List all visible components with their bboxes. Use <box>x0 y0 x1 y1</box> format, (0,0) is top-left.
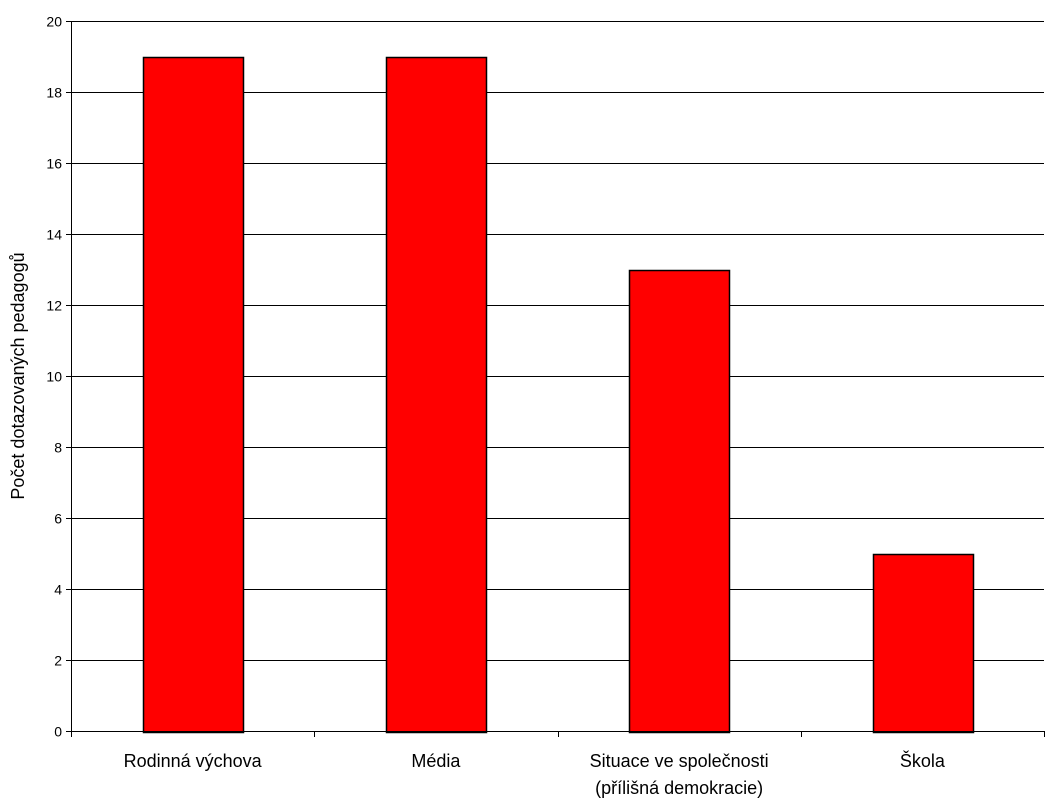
bars <box>142 56 975 734</box>
y-tick-label: 18 <box>46 85 62 101</box>
y-tick-label: 0 <box>54 724 62 740</box>
y-axis-title: Počet dotazovaných pedagogů <box>8 252 28 499</box>
bar <box>385 56 488 734</box>
x-category-label: Škola <box>900 750 946 771</box>
y-tick-label: 14 <box>46 227 62 243</box>
bar <box>142 56 245 734</box>
y-tick-label: 10 <box>46 369 62 385</box>
y-tick-label: 12 <box>46 298 62 314</box>
y-tick-label: 6 <box>54 511 62 527</box>
labels: 0 2 4 6 8 10 12 14 16 18 20 Rodinná výchova Média Sit… <box>46 14 945 799</box>
x-category-label: Rodinná výchova <box>124 751 263 771</box>
x-category-label: Média <box>411 751 461 771</box>
x-category-label: (přílišná demokracie) <box>595 778 763 798</box>
x-category-label: Situace ve společnosti <box>590 751 769 771</box>
y-tick-label: 8 <box>54 440 62 456</box>
bar <box>628 269 731 734</box>
y-tick-label: 20 <box>46 14 62 30</box>
axes <box>66 21 1045 737</box>
y-tick-label: 2 <box>54 653 62 669</box>
bar <box>872 553 975 734</box>
y-tick-label: 4 <box>54 582 62 598</box>
y-tick-label: 16 <box>46 156 62 172</box>
